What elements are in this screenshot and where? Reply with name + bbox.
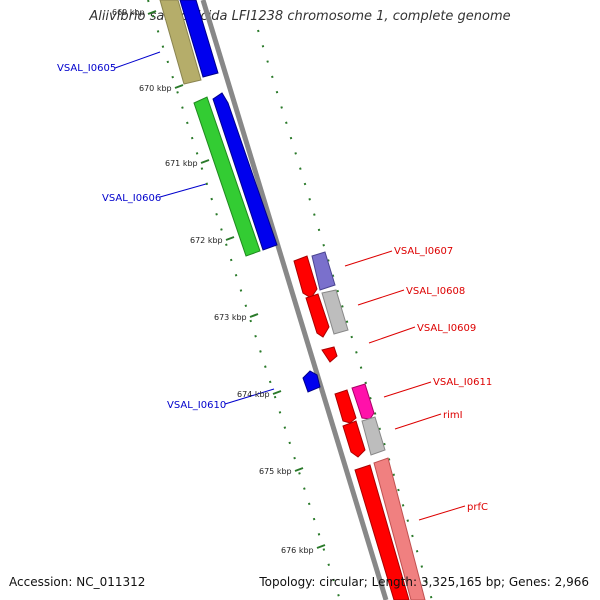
connector-vsal-i0611 [383,381,432,398]
feature-vsal-i0611[interactable] [334,389,357,424]
connector-vsal-i0608 [357,289,405,306]
feature-vsal-i0607[interactable] [293,255,318,299]
feature-rimi[interactable] [342,420,366,458]
feature-vsal-i0608-gray[interactable] [321,289,349,335]
feature-prfc-pink[interactable] [373,457,426,600]
tick-label: 675 kbp [259,467,292,476]
tick-675: 675 kbp [259,467,304,476]
genes-label: Genes: [508,575,551,589]
tick-673: 673 kbp [214,313,259,322]
feature-vsal-i0608[interactable] [305,293,330,338]
gene-label-vsal-i0611[interactable]: VSAL_I0611 [433,377,492,388]
length-label: Length: [371,575,418,589]
accession-value: NC_011312 [76,575,146,589]
connector-vsal-i0606 [159,183,207,198]
tick-670: 670 kbp [139,84,184,93]
feature-vsal-i0606-green[interactable] [193,96,261,257]
gene-label-vsal-i0609[interactable]: VSAL_I0609 [417,323,476,334]
tick-label: 669 kbp [112,8,145,17]
tick-label: 670 kbp [139,84,172,93]
gene-label-vsal-i0608[interactable]: VSAL_I0608 [406,286,465,297]
tick-676: 676 kbp [281,544,326,555]
gene-label-vsal-i0607[interactable]: VSAL_I0607 [394,246,453,257]
connector-vsal-i0609 [368,326,416,344]
gene-label-vsal-i0606[interactable]: VSAL_I0606 [102,193,161,204]
feature-vsal-i0609[interactable] [321,346,338,363]
genome-backbone [200,0,389,600]
topology-value: circular [319,575,364,589]
connector-vsal-i0610 [224,388,275,405]
genes-value: 2,966 [554,575,589,589]
gene-label-vsal-i0610[interactable]: VSAL_I0610 [167,400,226,411]
gene-label-rimi[interactable]: rimI [443,410,463,421]
gene-label-vsal-i0605[interactable]: VSAL_I0605 [57,63,116,74]
feature-vsal-i0605[interactable] [179,0,219,78]
tick-672: 672 kbp [190,236,235,245]
connector-rimi [394,413,442,430]
tick-671: 671 kbp [165,159,210,168]
tick-674: 674 kbp [237,390,282,399]
topology-label: Topology: [259,575,316,589]
feature-vsal-i0607-purple[interactable] [311,251,336,291]
connector-vsal-i0607 [344,250,393,267]
gc-track-right [257,29,433,600]
feature-tan-block[interactable] [159,0,202,85]
tick-label: 671 kbp [165,159,198,168]
connector-vsal-i0605 [114,51,161,69]
accession-label: Accession: [9,575,73,589]
gene-label-prfc[interactable]: prfC [467,502,488,513]
feature-vsal-i0611-magenta[interactable] [351,383,375,420]
tick-label: 676 kbp [281,546,314,555]
feature-prfc[interactable] [354,464,410,600]
feature-rimi-gray[interactable] [361,416,386,456]
feature-vsal-i0610[interactable] [302,370,321,393]
genome-stats: Topology: circular; Length: 3,325,165 bp… [259,575,589,589]
accession-info: Accession: NC_011312 [9,575,145,589]
feature-vsal-i0606[interactable] [212,92,278,251]
tick-669: 669 kbp [112,8,157,17]
length-value: 3,325,165 bp [420,575,501,589]
tick-label: 673 kbp [214,313,247,322]
connector-prfc [418,505,466,521]
tick-label: 672 kbp [190,236,223,245]
tick-label: 674 kbp [237,390,270,399]
